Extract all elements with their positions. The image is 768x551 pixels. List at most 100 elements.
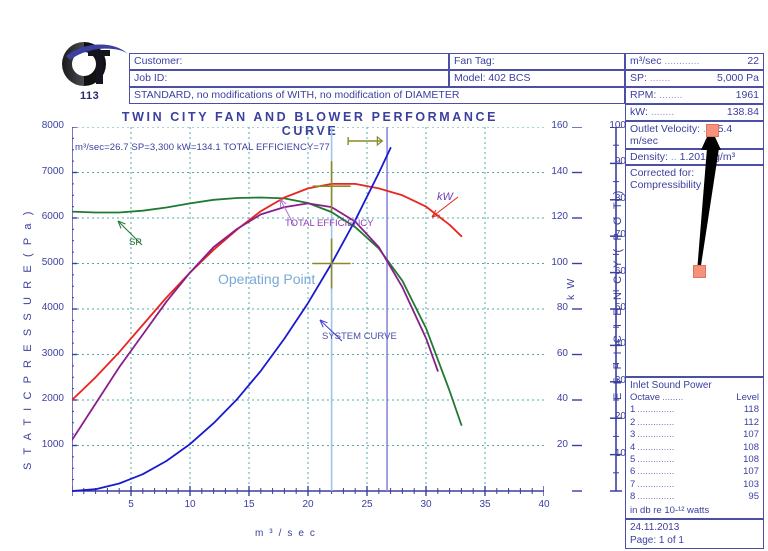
sound-row: 1.............. 118 [630,404,759,416]
sound-row: 7.............. 103 [630,479,759,491]
operating-point-label: Operating Point [218,271,316,287]
footer-page: Page: 1 of 1 [630,535,684,546]
spec-rpm-row: RPM: ........ 1961 [625,87,764,104]
inlet-sound-power-panel: Inlet Sound Power Octave ........ Level … [625,377,764,519]
spec-sp-value: 5,000 Pa [716,72,759,84]
y-tick-eff-50: 50 [614,302,626,313]
sound-header-level: Level [736,392,759,403]
y-tick-eff-80: 80 [614,192,626,204]
y-tick-kw-140: 140 [551,165,568,177]
y-tick-sp-6000: 6000 [41,211,64,222]
sound-dots: .............. [637,454,675,466]
sound-level: 103 [743,478,759,490]
operating-info-line: m³/sec=26.7 SP=3,300 kW=134.1 TOTAL EFFI… [75,142,330,153]
y-tick-eff-20: 20 [614,411,626,423]
y-tick-sp-2000: 2000 [41,393,64,404]
y-tick-eff-60: 60 [614,265,626,277]
sound-panel-footer: in db re 10-¹² watts [630,504,710,516]
spec-density-value: 1.201 kg/m³ [679,151,736,163]
spec-sp-row: SP: ....... 5,000 Pa [625,70,764,87]
logo-number: 113 [80,90,100,102]
sound-octave: 6 [630,466,636,478]
spec-kw-row: kW: ........ 138.84 [625,104,764,121]
sound-dots: .............. [637,491,675,503]
x-tick-5: 5 [128,499,134,510]
spec-flow-dots: ............ [664,55,700,67]
sound-dots: .............. [637,416,675,428]
x-tick-20: 20 [302,499,314,510]
notes-field[interactable]: STANDARD, no modifications of WITH, no m… [129,87,625,104]
sound-row: 8.............. 95 [630,491,759,503]
sound-octave: 7 [630,478,636,490]
x-tick-15: 15 [243,499,255,510]
curve-total-efficiency [72,202,439,441]
curve-kw [72,183,463,401]
curve-system-curve [72,147,392,492]
sound-row: 3.............. 107 [630,429,759,441]
customer-field[interactable]: Customer: [129,53,449,70]
spec-sp-dots: ....... [649,72,671,84]
spec-rpm-dots: ........ [659,89,683,101]
y-tick-sp-7000: 7000 [41,165,64,177]
y-tick-sp-8000: 8000 [41,120,64,131]
sound-octave: 2 [630,416,636,428]
sound-level: 118 [743,404,759,416]
curve-label-sp: SP [129,237,142,248]
sound-level: 108 [743,454,759,466]
y-tick-kw-40: 40 [556,393,568,404]
sound-row: 6.............. 107 [630,466,759,478]
spec-flow-label: m³/sec [630,55,662,67]
sound-octave: 4 [630,441,636,453]
spec-density-dots: .. [670,151,677,163]
curve-label-system-curve: SYSTEM CURVE [322,331,397,342]
curve-label-kw: kW [437,191,453,203]
spec-outlet-velocity-row: Outlet Velocity: .. 25.4 m/sec [625,121,764,149]
spec-flow-value: 22 [747,55,759,67]
x-tick-10: 10 [184,499,196,510]
y-tick-eff-90: 90 [614,156,626,168]
y-tick-eff-30: 30 [614,374,626,386]
y-tick-sp-1000: 1000 [41,438,64,450]
y-tick-sp-5000: 5000 [41,256,64,268]
x-axis-title: m ³ / s e c [255,528,317,539]
job-id-field[interactable]: Job ID: [129,70,449,87]
sound-row: 2.............. 112 [630,417,759,429]
y-tick-kw-100: 100 [551,256,568,268]
spec-flow-row: m³/sec ............ 22 [625,53,764,70]
x-tick-30: 30 [420,499,432,510]
y-tick-sp-4000: 4000 [41,302,64,313]
y-tick-eff-40: 40 [614,338,626,350]
footer-date: 24.11.2013 [630,522,680,533]
performance-chart [72,127,544,496]
model-field[interactable]: Model: 402 BCS [449,70,625,87]
sound-dots: .............. [637,466,675,478]
spec-rpm-label: RPM: [630,89,657,101]
curve-sp [72,196,463,426]
spec-outlet-velocity-dots: .. [702,123,709,135]
spec-corrected-value: Compressibility [630,179,702,191]
y-tick-kw-80: 80 [556,302,568,313]
right-axes [572,127,622,492]
fan-tag-field[interactable]: Fan Tag: [449,53,625,70]
sound-level: 108 [743,441,759,453]
spec-outlet-velocity-unit: m/sec [630,135,659,147]
y-tick-eff-10: 10 [614,447,626,459]
twin-city-fan-logo-icon [62,42,128,86]
company-logo: 113 [58,38,134,104]
sound-row: 5.............. 108 [630,454,759,466]
y-tick-kw-120: 120 [551,211,568,222]
y-tick-eff-70: 70 [614,229,626,241]
y-tick-kw-60: 60 [556,347,568,359]
spec-density-label: Density: [630,151,668,163]
spec-rpm-value: 1961 [735,89,759,101]
y-tick-sp-3000: 3000 [41,347,64,359]
spec-kw-dots: ........ [650,106,675,118]
spec-kw-label: kW: [630,106,648,118]
spec-outlet-velocity-value: 25.4 [711,123,733,135]
sound-octave: 5 [630,454,636,466]
sound-octave: 8 [630,491,636,503]
x-tick-40: 40 [538,499,550,510]
sound-row: 4.............. 108 [630,442,759,454]
sound-panel-title: Inlet Sound Power [630,380,712,391]
sound-level: 107 [743,466,759,478]
